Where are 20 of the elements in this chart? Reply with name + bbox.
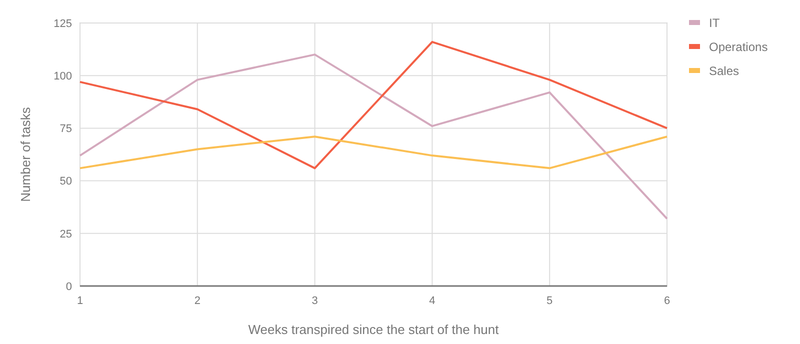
legend-label: Sales [709,64,740,78]
x-tick-label: 2 [194,295,200,307]
x-tick-label: 1 [76,295,84,307]
y-tick-label: 25 [60,228,72,240]
x-tick-label: 5 [546,295,553,307]
line-series [79,136,668,170]
x-tick-label: 4 [429,295,436,307]
line-series [79,54,668,220]
y-tick-label: 75 [60,123,72,136]
legend-label: Operations [709,40,768,54]
y-tick-label: 125 [54,18,72,30]
line-series [79,40,668,170]
y-tick-label: 0 [66,280,72,293]
y-axis-title: Number of tasks [18,106,33,202]
x-tick-label: 6 [664,295,670,307]
x-tick-label: 3 [312,295,318,307]
y-tick-label: 100 [54,70,72,82]
x-axis-title: Weeks transpired since the start of the hunt [248,322,500,337]
y-tick-label: 50 [60,176,72,188]
legend-label: IT [709,16,720,30]
